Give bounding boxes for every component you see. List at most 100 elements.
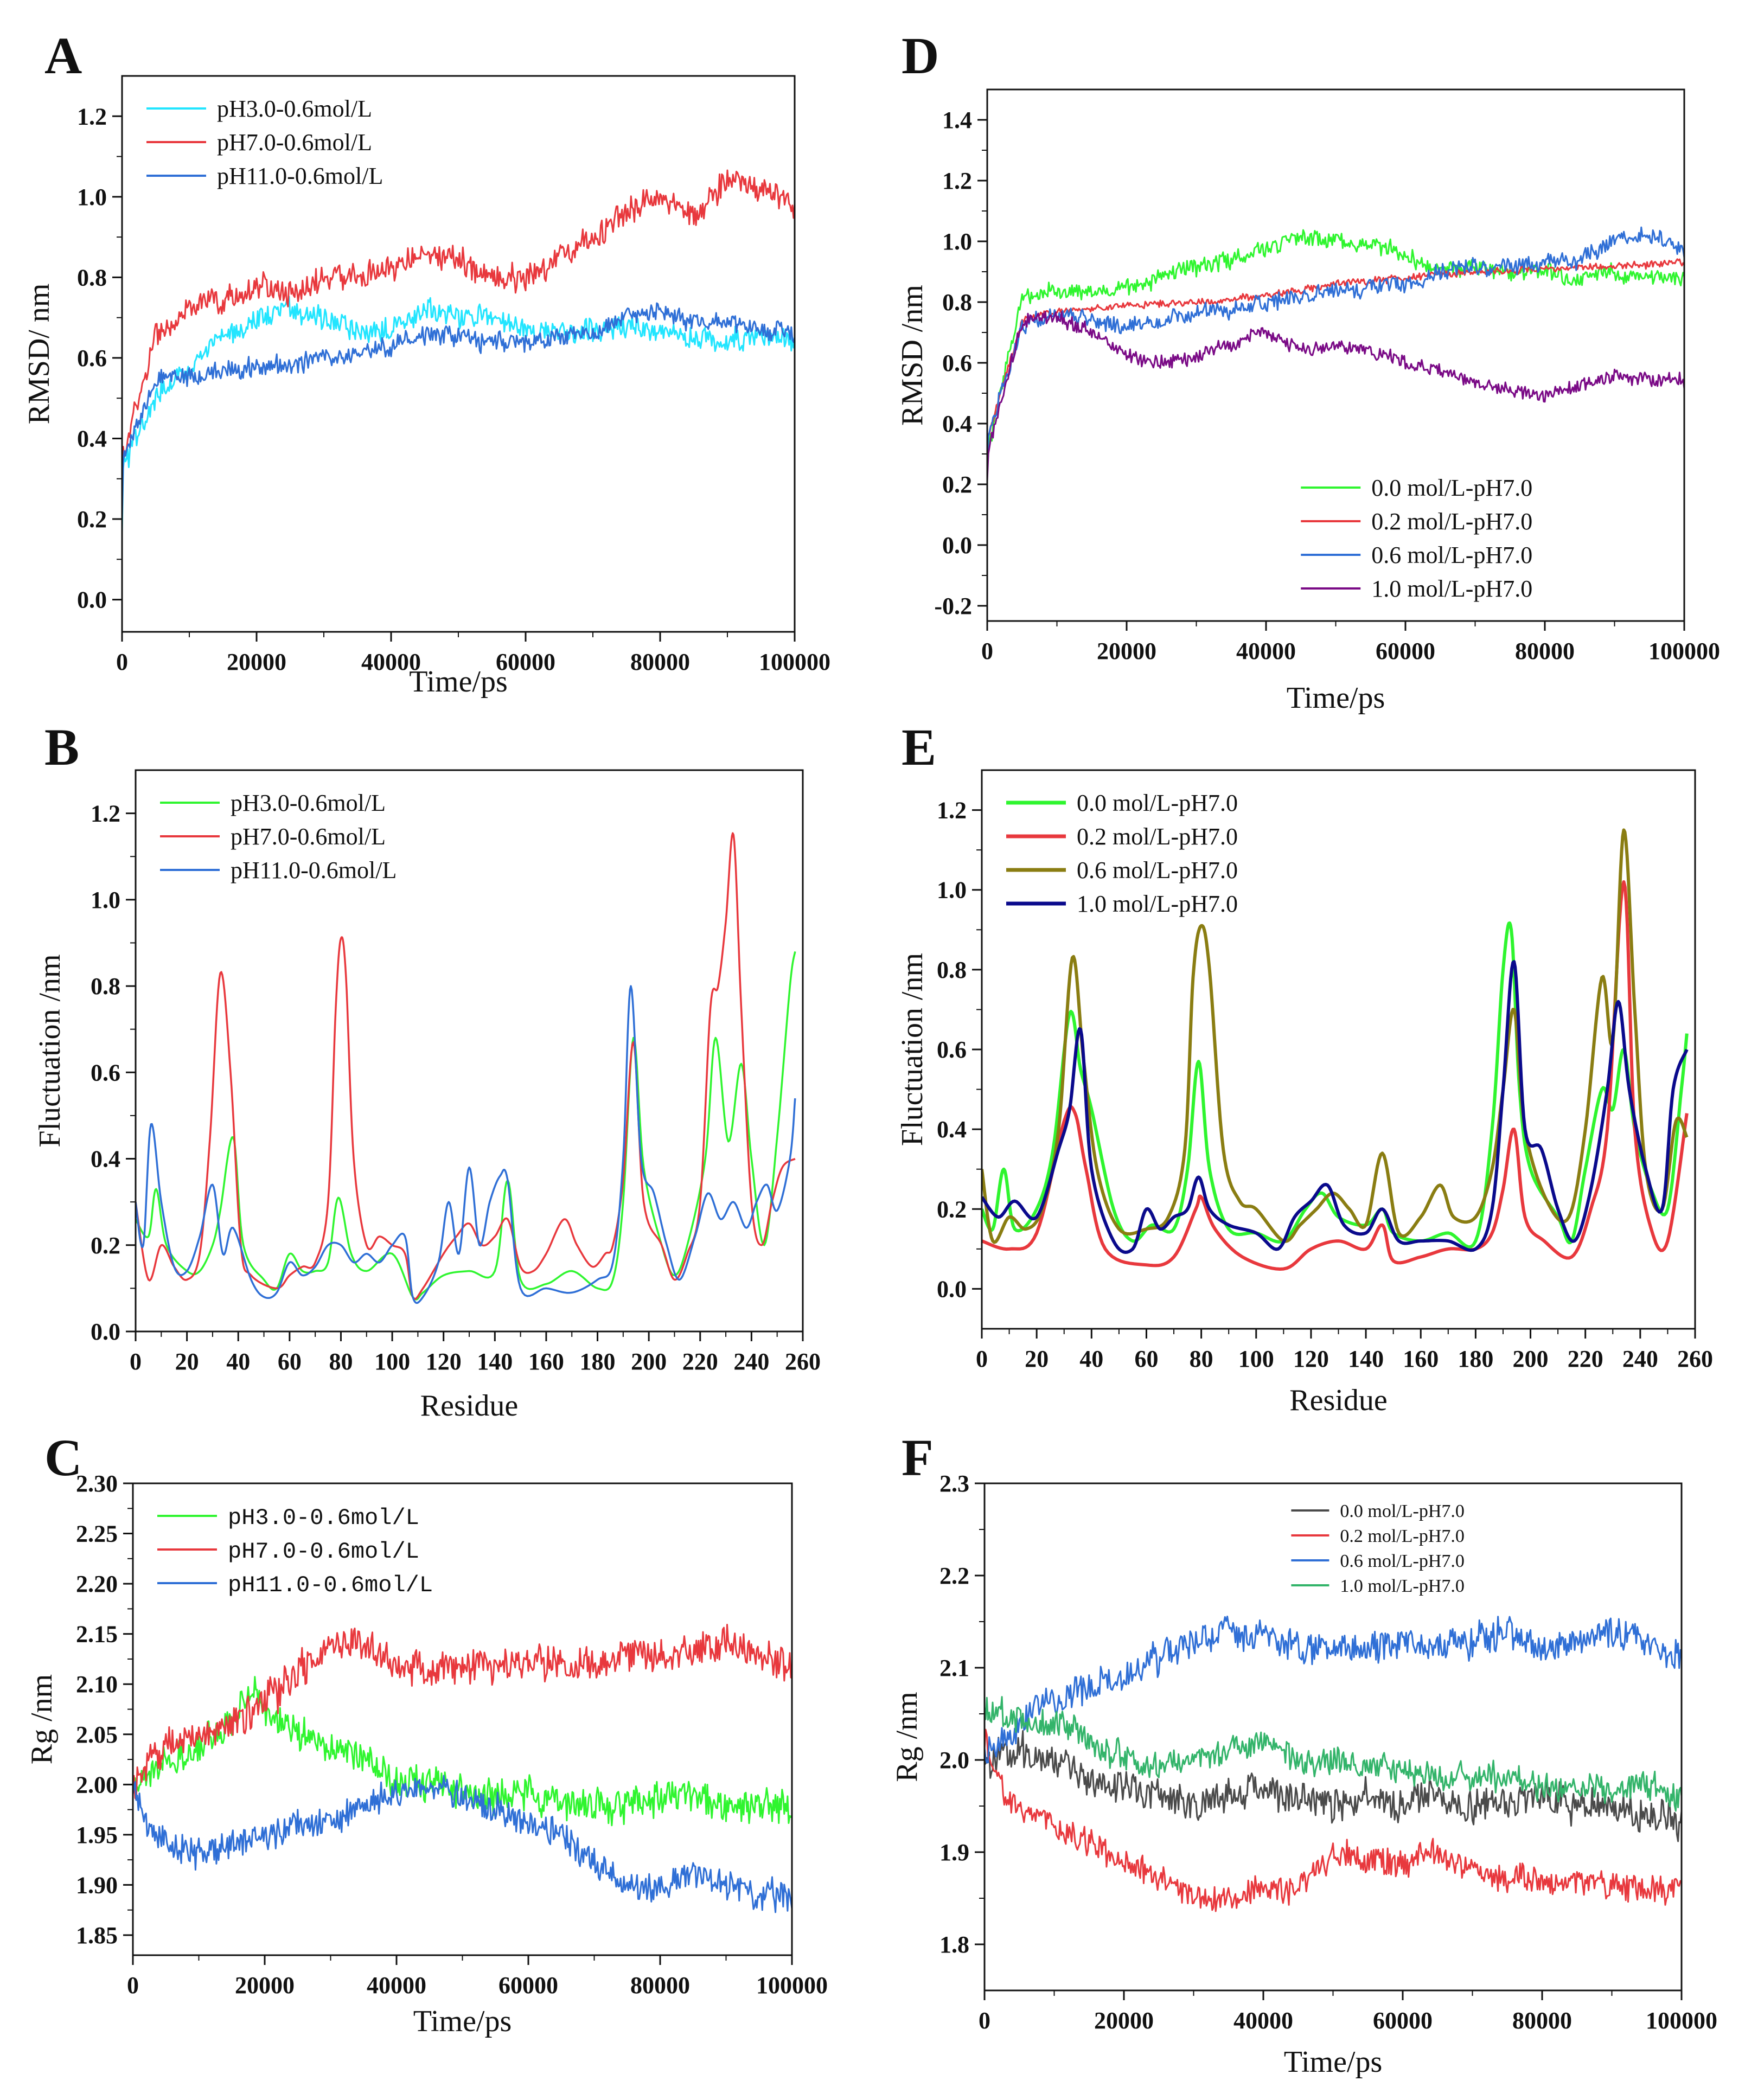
x-axis-label: Residue <box>1289 1384 1387 1417</box>
legend-label: 0.2 mol/L-pH7.0 <box>1340 1526 1464 1546</box>
x-tick-label: 0 <box>130 1348 142 1375</box>
x-tick-label: 100000 <box>756 1972 828 1999</box>
y-tick-label: 0.2 <box>942 471 972 498</box>
series-line-3 <box>985 1615 1682 1764</box>
panel-label: E <box>902 718 936 776</box>
x-tick-label: 140 <box>1348 1346 1384 1372</box>
y-tick-label: 0.4 <box>942 411 972 437</box>
plot-area <box>122 169 795 533</box>
y-axis-label: Fluctuation /nm <box>896 953 929 1146</box>
x-tick-label: 40000 <box>1236 638 1296 664</box>
panel-e: E 0 20 40 60 80 100 120 140 160 180 200 220 240 260 0.0… <box>896 718 1713 1417</box>
legend-label: pH7.0-0.6mol/L <box>228 1539 419 1565</box>
y-tick-label: 0.0 <box>91 1318 120 1345</box>
x-tick-label: 0 <box>976 1346 988 1372</box>
x-axis-label: Time/ps <box>1287 681 1385 715</box>
y-tick-label: 0.4 <box>937 1116 967 1143</box>
axes-frame <box>986 88 1685 622</box>
legend: pH3.0-0.6mol/L pH7.0-0.6mol/L pH11.0-0.6mo… <box>146 95 383 189</box>
panel-label: B <box>44 718 79 776</box>
x-tick-label: 60000 <box>1373 2007 1433 2034</box>
x-tick-label: 80000 <box>1512 2007 1572 2034</box>
x-tick-label: 40 <box>1079 1346 1103 1372</box>
legend: pH3.0-0.6mol/L pH7.0-0.6mol/L pH11.0-0.6mo… <box>157 1505 433 1598</box>
plot-area <box>985 1615 1682 1912</box>
y-axis-label: Rg /nm <box>890 1692 924 1782</box>
y-tick-label: 1.2 <box>937 797 967 824</box>
x-tick-label: 260 <box>785 1348 821 1375</box>
x-tick-label: 260 <box>1677 1346 1713 1372</box>
series-line-3 <box>982 828 1689 1244</box>
y-tick-label: 1.2 <box>91 801 120 827</box>
x-tick-label: 0 <box>116 649 128 675</box>
y-tick-label: 1.0 <box>77 184 107 210</box>
y-tick-label: 1.2 <box>942 168 972 194</box>
x-tick-label: 0 <box>127 1972 139 1999</box>
x-tick-label: 180 <box>580 1348 616 1375</box>
y-tick-label: 1.0 <box>937 877 967 904</box>
x-tick-label: 180 <box>1458 1346 1493 1372</box>
series-line-3 <box>133 1775 792 1913</box>
x-tick-label: 200 <box>631 1348 667 1375</box>
x-axis-label: Time/ps <box>409 665 508 699</box>
y-tick-label: 1.85 <box>76 1922 118 1949</box>
series-line-1 <box>136 951 796 1301</box>
y-axis-label: RMSD /nm <box>896 285 929 426</box>
axes-frame <box>983 1482 1683 1992</box>
series-line-4 <box>987 311 1684 482</box>
legend-label: 0.2 mol/L-pH7.0 <box>1371 508 1532 535</box>
legend-label: 0.0 mol/L-pH7.0 <box>1077 790 1238 816</box>
panel-a: A 0 20000 40000 60000 80000 100000 0.0 0.2 0.4 0.6… <box>22 27 830 699</box>
x-tick-label: 60 <box>278 1348 302 1375</box>
y-tick-label: 2.30 <box>76 1470 118 1497</box>
plot-area <box>133 1624 792 1913</box>
series-line-2 <box>136 832 796 1300</box>
y-tick-label: 1.95 <box>76 1822 118 1848</box>
axes-frame <box>121 75 796 633</box>
x-tick-label: 220 <box>682 1348 718 1375</box>
panel-label: C <box>44 1429 82 1487</box>
x-tick-label: 80000 <box>630 649 690 675</box>
x-tick-label: 20000 <box>227 649 286 675</box>
x-axis-label: Time/ps <box>1284 2045 1383 2079</box>
x-tick-label: 20000 <box>1094 2007 1154 2034</box>
legend-label: pH11.0-0.6mol/L <box>228 1572 433 1598</box>
y-tick-label: 0.4 <box>77 425 107 452</box>
legend: pH3.0-0.6mol/L pH7.0-0.6mol/L pH11.0-0.6mo… <box>160 790 397 883</box>
y-axis-label: RMSD/ nm <box>22 284 56 425</box>
x-tick-label: 20 <box>175 1348 199 1375</box>
y-tick-label: 2.15 <box>76 1621 118 1648</box>
legend-label: 1.0 mol/L-pH7.0 <box>1077 891 1238 917</box>
x-tick-label: 220 <box>1568 1346 1603 1372</box>
x-tick-label: 200 <box>1513 1346 1549 1372</box>
x-tick-label: 140 <box>477 1348 513 1375</box>
series-line-1 <box>122 296 795 533</box>
y-tick-label: 2.1 <box>939 1655 969 1681</box>
y-tick-label: 1.90 <box>76 1872 118 1898</box>
y-tick-label: 0.6 <box>91 1059 120 1086</box>
y-tick-label: 2.25 <box>76 1521 118 1547</box>
panel-b: B 0 20 40 60 80 100 120 140 160 180 200 220 240 260 0.0… <box>33 718 821 1423</box>
series-line-1 <box>987 229 1684 472</box>
panel-label: D <box>902 27 939 85</box>
panel-f: F 0 20000 40000 60000 80000 100000 1.8 1.9 2.0 2.1… <box>890 1429 1717 2079</box>
x-tick-label: 60000 <box>498 1972 558 1999</box>
x-tick-label: 120 <box>1293 1346 1329 1372</box>
y-tick-label: 1.2 <box>77 103 107 130</box>
y-tick-label: 1.8 <box>939 1931 969 1958</box>
x-tick-label: 80 <box>1190 1346 1213 1372</box>
y-tick-label: -0.2 <box>934 593 972 619</box>
x-tick-label: 40000 <box>367 1972 426 1999</box>
y-tick-label: 0.8 <box>91 973 120 1000</box>
y-tick-label: 2.10 <box>76 1671 118 1698</box>
series-line-3 <box>122 302 795 520</box>
y-tick-label: 0.8 <box>942 289 972 316</box>
legend-label: 0.6 mol/L-pH7.0 <box>1371 542 1532 568</box>
legend-label: 0.0 mol/L-pH7.0 <box>1340 1501 1464 1521</box>
y-tick-label: 0.2 <box>937 1196 967 1222</box>
x-tick-label: 60000 <box>496 649 555 675</box>
y-tick-label: 2.05 <box>76 1721 118 1748</box>
legend-label: pH11.0-0.6mol/L <box>217 163 383 189</box>
series-line-4 <box>985 1696 1682 1812</box>
